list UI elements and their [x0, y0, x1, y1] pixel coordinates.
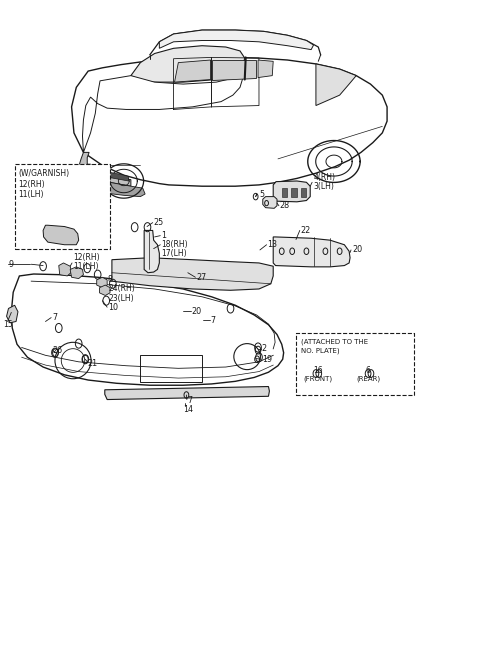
Text: (ATTACHED TO THE: (ATTACHED TO THE	[301, 338, 368, 345]
Polygon shape	[80, 172, 145, 197]
Text: 7: 7	[211, 316, 216, 325]
Polygon shape	[59, 263, 72, 276]
Text: 2: 2	[262, 344, 267, 354]
Text: 13: 13	[267, 240, 277, 249]
Text: 19: 19	[262, 355, 272, 363]
Polygon shape	[7, 305, 18, 323]
Text: 20: 20	[192, 306, 202, 316]
Polygon shape	[175, 60, 211, 82]
Bar	[296, 333, 414, 395]
Bar	[282, 188, 288, 197]
Text: 15: 15	[3, 319, 12, 329]
Text: 12(RH): 12(RH)	[73, 253, 100, 262]
Polygon shape	[70, 267, 84, 279]
Polygon shape	[131, 46, 245, 82]
Text: (REAR): (REAR)	[356, 375, 380, 382]
Text: 22: 22	[301, 226, 311, 235]
Polygon shape	[144, 230, 159, 273]
Text: 9: 9	[9, 260, 13, 269]
Text: 16: 16	[313, 367, 323, 375]
Text: 27: 27	[196, 273, 206, 282]
Text: 5: 5	[259, 190, 264, 199]
Polygon shape	[99, 285, 110, 295]
Text: (W/GARNISH): (W/GARNISH)	[18, 169, 70, 178]
Polygon shape	[105, 386, 269, 400]
Text: 11(LH): 11(LH)	[73, 262, 98, 272]
Text: (FRONT): (FRONT)	[304, 375, 333, 382]
Polygon shape	[263, 197, 277, 209]
Text: 11(LH): 11(LH)	[18, 190, 44, 199]
Text: 3(LH): 3(LH)	[313, 182, 335, 191]
Text: 7: 7	[52, 313, 57, 322]
Bar	[140, 355, 202, 382]
Text: 12(RH): 12(RH)	[18, 180, 45, 190]
Text: 25: 25	[154, 218, 164, 227]
Text: 10: 10	[108, 302, 118, 312]
Polygon shape	[213, 60, 256, 79]
Text: 18(RH): 18(RH)	[161, 240, 188, 249]
Polygon shape	[273, 237, 350, 267]
Polygon shape	[72, 58, 387, 186]
Text: 26: 26	[52, 346, 62, 355]
Polygon shape	[96, 277, 107, 288]
Text: 4(RH): 4(RH)	[313, 173, 336, 182]
Polygon shape	[83, 72, 242, 152]
Polygon shape	[258, 60, 273, 77]
Text: 24(RH): 24(RH)	[108, 285, 135, 293]
Polygon shape	[87, 164, 129, 181]
Text: 14: 14	[183, 405, 193, 415]
Text: 6: 6	[366, 367, 371, 375]
Bar	[291, 188, 297, 197]
Text: 23(LH): 23(LH)	[108, 294, 134, 302]
Bar	[14, 164, 109, 249]
Text: 28: 28	[280, 201, 290, 210]
Polygon shape	[159, 30, 313, 50]
Text: 8: 8	[107, 276, 112, 284]
Text: NO. PLATE): NO. PLATE)	[301, 348, 339, 354]
Text: 17(LH): 17(LH)	[161, 249, 187, 258]
Bar	[301, 188, 306, 197]
Text: 21: 21	[87, 359, 97, 367]
Text: 20: 20	[352, 245, 362, 255]
Text: 7: 7	[188, 396, 193, 405]
Polygon shape	[316, 64, 356, 106]
Polygon shape	[79, 152, 131, 186]
Polygon shape	[112, 258, 273, 290]
Polygon shape	[43, 225, 79, 245]
Text: 1: 1	[161, 231, 166, 240]
Polygon shape	[12, 274, 284, 385]
Polygon shape	[273, 181, 310, 202]
